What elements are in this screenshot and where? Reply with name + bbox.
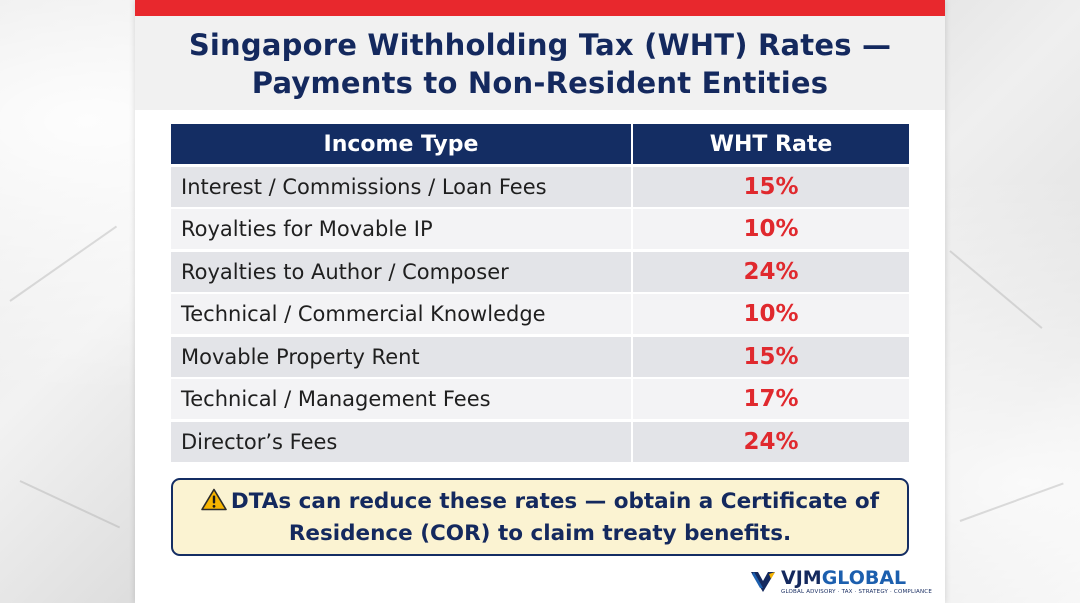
income-type-cell: Technical / Management Fees (171, 379, 631, 419)
rate-cell: 17% (633, 379, 909, 419)
logo-tagline: GLOBAL ADVISORY · TAX · STRATEGY · COMPL… (781, 589, 933, 595)
title-line-2: Payments to Non-Resident Entities (251, 66, 829, 100)
income-type-cell: Royalties for Movable IP (171, 209, 631, 249)
marble-vein (949, 250, 1043, 329)
rate-cell: 10% (633, 209, 909, 249)
table-row: Interest / Commissions / Loan Fees 15% (171, 166, 909, 207)
logo-mark-icon (751, 572, 775, 592)
red-accent-bar (135, 0, 945, 16)
header-income-type: Income Type (171, 124, 631, 164)
table-row: Movable Property Rent 15% (171, 336, 909, 377)
warning-icon (201, 488, 227, 519)
income-type-cell: Interest / Commissions / Loan Fees (171, 166, 631, 207)
title-band (135, 16, 945, 110)
rate-cell: 24% (633, 421, 909, 462)
table-row: Royalties to Author / Composer 24% (171, 251, 909, 292)
marble-vein (9, 225, 118, 302)
rate-cell: 10% (633, 294, 909, 334)
rate-cell: 15% (633, 336, 909, 377)
rate-cell: 24% (633, 251, 909, 292)
vjm-global-logo: VJMGLOBAL GLOBAL ADVISORY · TAX · STRATE… (749, 566, 932, 600)
logo-wordmark: VJMGLOBAL (781, 567, 907, 589)
income-type-cell: Movable Property Rent (171, 336, 631, 377)
page-title: Singapore Withholding Tax (WHT) Rates — … (135, 26, 945, 102)
infographic-card: Singapore Withholding Tax (WHT) Rates — … (135, 0, 945, 603)
table-row: Director’s Fees 24% (171, 421, 909, 462)
header-wht-rate: WHT Rate (633, 124, 909, 164)
marble-vein (19, 480, 121, 529)
title-line-1: Singapore Withholding Tax (WHT) Rates — (188, 28, 892, 62)
table-header: Income Type WHT Rate (171, 124, 909, 164)
notice-line-1: DTAs can reduce these rates — obtain a C… (230, 488, 880, 514)
marble-vein (959, 482, 1064, 522)
table-row: Royalties for Movable IP 10% (171, 209, 909, 249)
rate-cell: 15% (633, 166, 909, 207)
income-type-cell: Technical / Commercial Knowledge (171, 294, 631, 334)
table-row: Technical / Commercial Knowledge 10% (171, 294, 909, 334)
income-type-cell: Royalties to Author / Composer (171, 251, 631, 292)
dta-notice-box: DTAs can reduce these rates — obtain a C… (171, 478, 909, 556)
income-type-cell: Director’s Fees (171, 421, 631, 462)
wht-rates-table: Income Type WHT Rate Interest / Commissi… (171, 124, 909, 462)
notice-line-2: Residence (COR) to claim treaty benefits… (288, 520, 792, 546)
dta-notice-text: DTAs can reduce these rates — obtain a C… (201, 487, 879, 548)
table-row: Technical / Management Fees 17% (171, 379, 909, 419)
